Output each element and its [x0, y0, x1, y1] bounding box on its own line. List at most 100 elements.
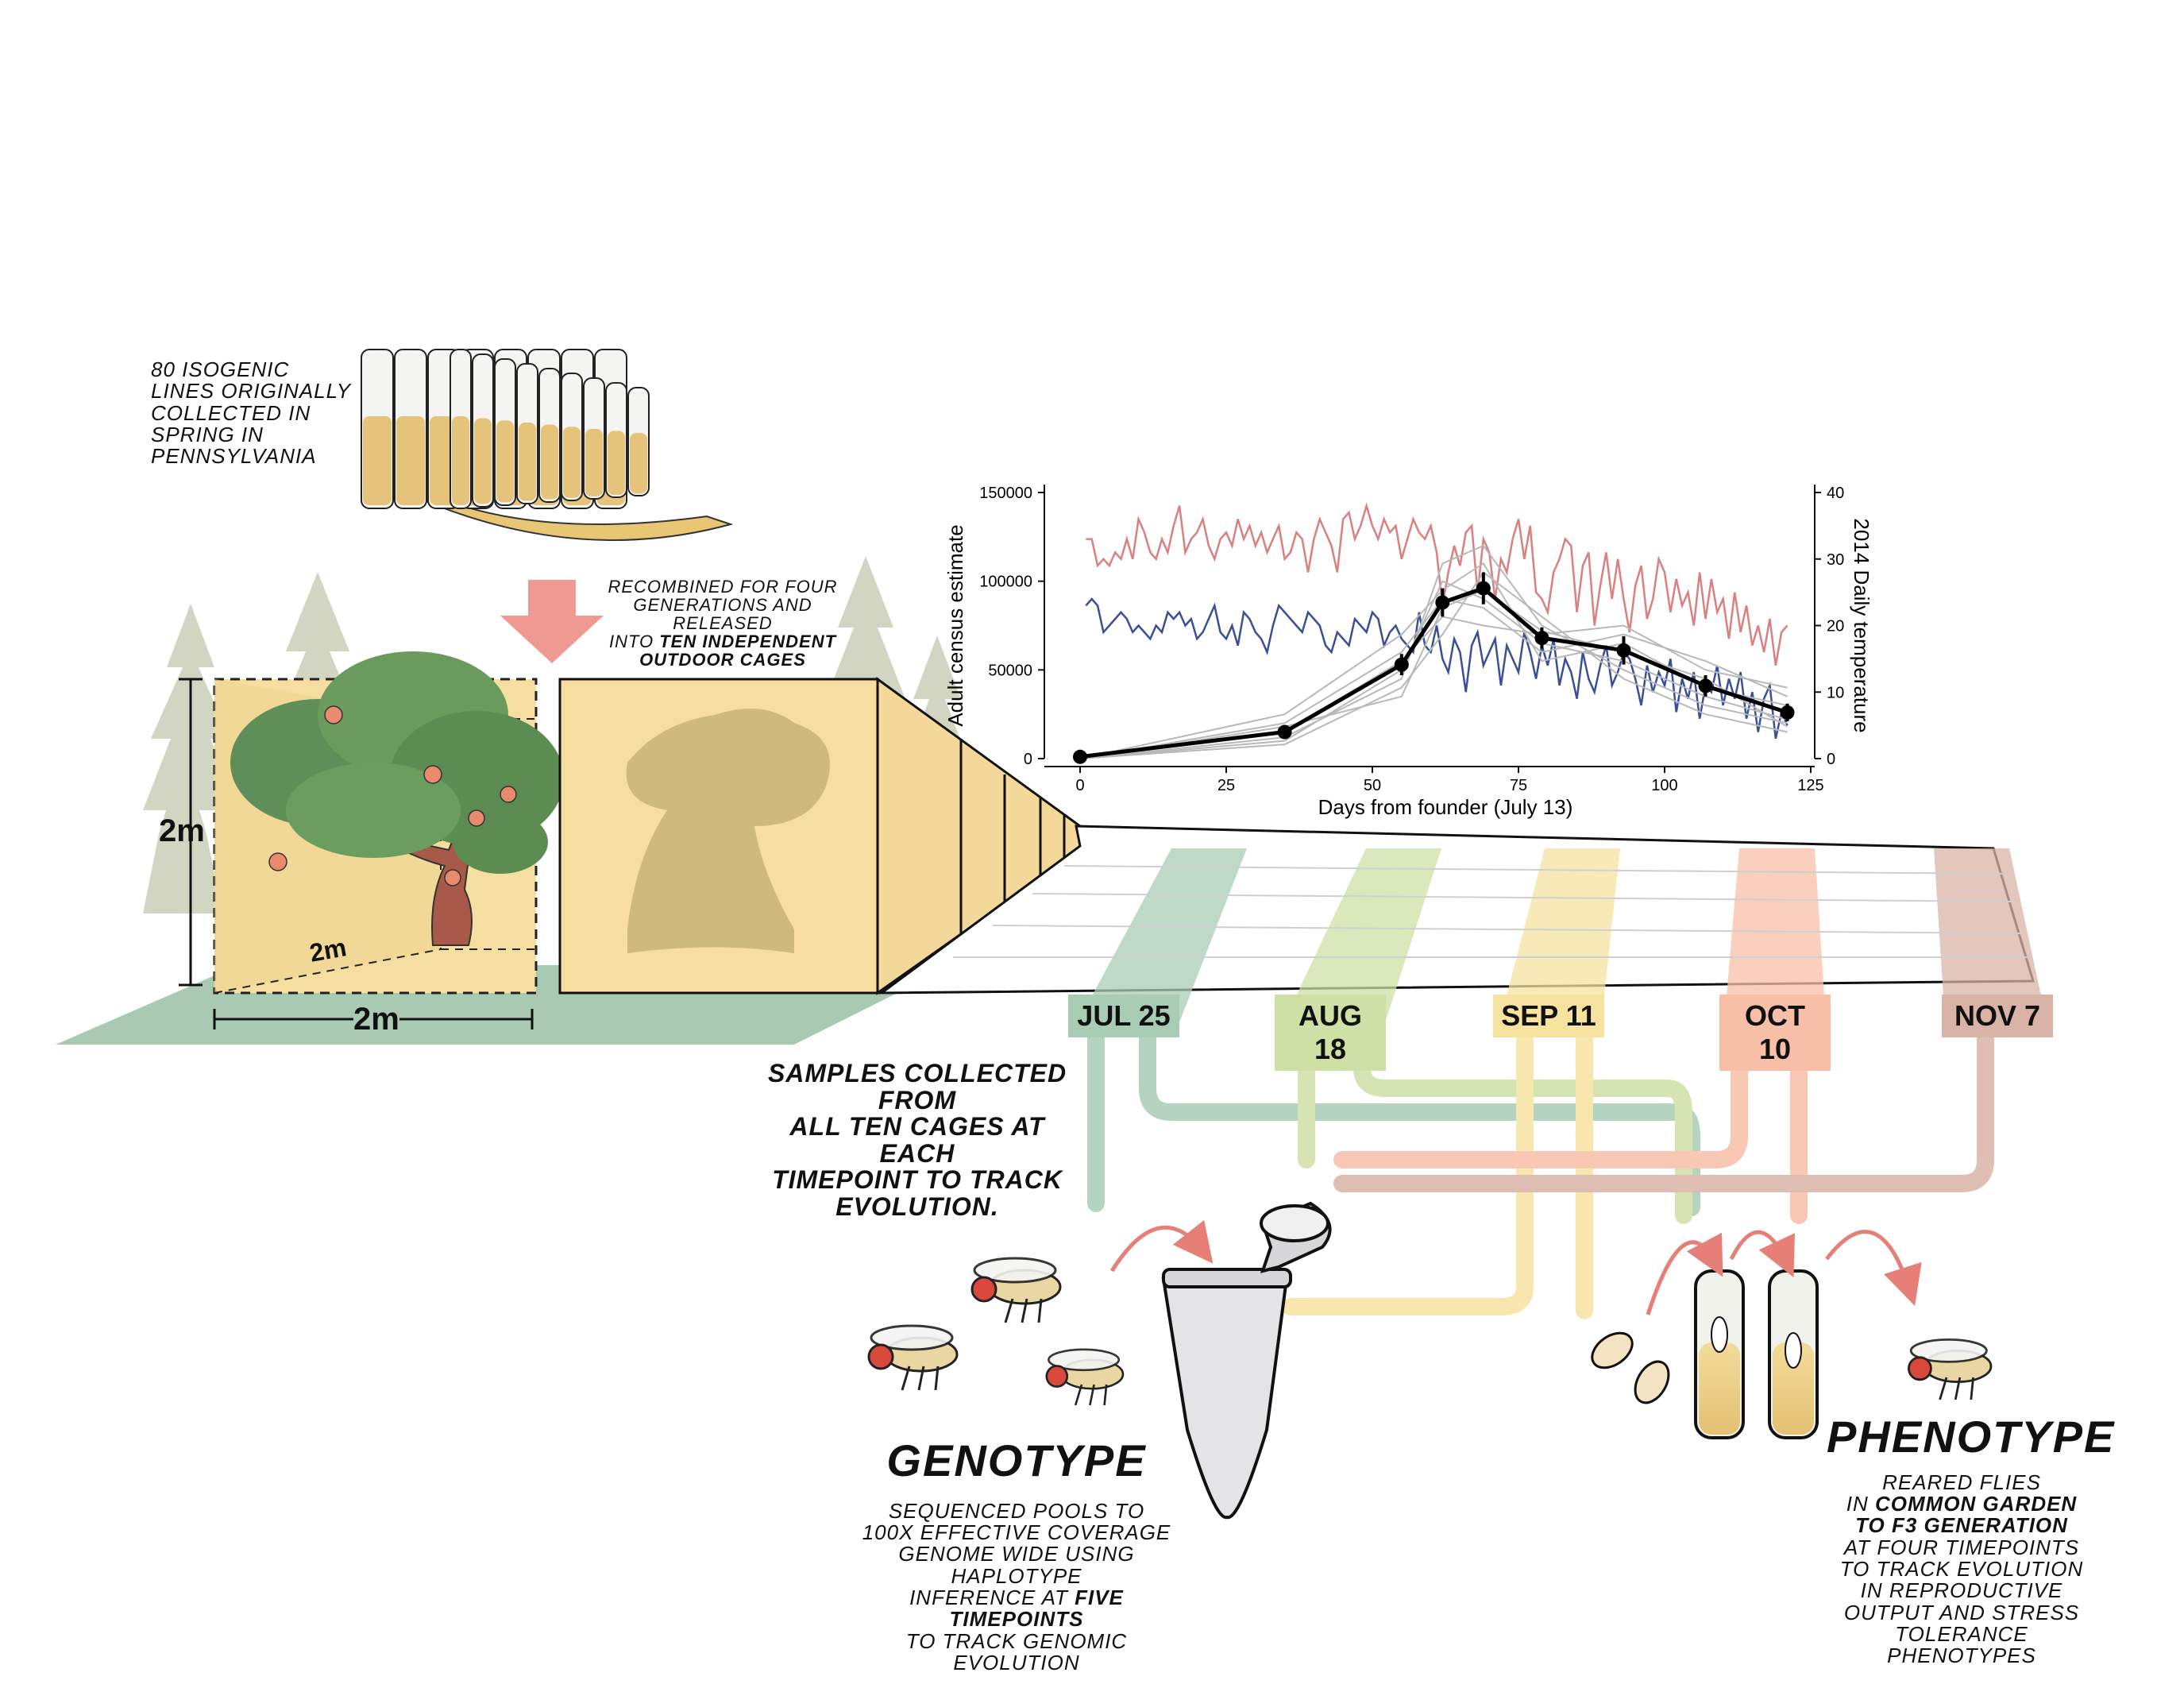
release-arrow	[500, 580, 604, 663]
vial-food	[496, 420, 514, 503]
microcentrifuge-tube-icon	[1161, 1201, 1332, 1520]
fly-group-icon	[867, 1257, 1125, 1406]
x-tick-label: 75	[1510, 777, 1527, 794]
x-tick-label: 50	[1364, 777, 1381, 794]
recombined-bold: ten independent	[659, 632, 837, 652]
genotype-bold: five timepoints	[949, 1585, 1124, 1632]
timepoint-label: AUG 18	[1275, 995, 1386, 1071]
genotype-line: 100x effective coverage	[862, 1520, 1171, 1545]
vial-food	[396, 416, 425, 505]
y2-tick-label: 10	[1827, 684, 1844, 701]
y-tick-label: 100000	[979, 574, 1032, 591]
cage-with-tree	[213, 651, 564, 995]
vial-food	[608, 431, 625, 496]
recombined-line: Recombined for four	[608, 577, 838, 597]
source-note-line: 80 isogenic	[151, 357, 290, 381]
timepoint-label: OCT 10	[1719, 995, 1831, 1071]
y2-tick-label: 30	[1827, 551, 1844, 569]
cage-width-label: 2m	[353, 1002, 399, 1037]
phenotype-line: Reared flies	[1882, 1470, 2041, 1494]
genotype-line: to track genomic	[905, 1628, 1128, 1653]
fruit-fly-icon	[1908, 1338, 1993, 1400]
vial-food	[474, 418, 492, 504]
cage-census-line	[1079, 544, 1788, 759]
recombined-note: Recombined for four generations and rele…	[592, 577, 854, 670]
timepoint-label: SEP 11	[1493, 995, 1604, 1037]
source-note-line: spring in	[151, 422, 264, 446]
genotype-title: Genotype	[886, 1435, 1147, 1485]
cage-census-line	[1079, 597, 1788, 759]
recombined-line: into ten independent	[592, 632, 854, 651]
cage-census-line	[1079, 562, 1788, 759]
y-tick-label: 0	[1024, 751, 1032, 768]
mean-point	[1616, 643, 1631, 658]
genotype-line: inference at five timepoints	[850, 1585, 1183, 1632]
timepoint-band	[1279, 848, 1441, 1033]
mean-point	[1277, 724, 1292, 740]
timepoint-band	[1934, 848, 2049, 1033]
mean-point	[1073, 749, 1087, 764]
samples-line: all ten cages at each	[789, 1112, 1045, 1168]
eggs-icon	[1591, 1331, 1670, 1404]
genotype-prefix: inference at	[909, 1585, 1068, 1609]
vial-food	[563, 427, 581, 498]
timepoint-band	[1497, 848, 1620, 1033]
timeline-grid	[878, 825, 2049, 1033]
phenotype-block: Phenotype Reared flies in common garden …	[1827, 1412, 2116, 1668]
samples-note: Samples collected from all ten cages at …	[758, 1060, 1076, 1221]
genotype-line: evolution	[953, 1650, 1080, 1674]
fruit-fly-icon	[1045, 1348, 1125, 1406]
phenotype-bold: common garden	[1875, 1492, 2078, 1516]
phenotype-prefix: in	[1846, 1492, 1869, 1516]
vial-food	[630, 433, 647, 494]
source-note-line: lines originally	[151, 379, 352, 404]
timepoint-label: NOV 7	[1942, 995, 2053, 1037]
phenotype-line: to track evolution	[1839, 1556, 2084, 1581]
cage-census-line	[1079, 580, 1788, 759]
vial-food	[541, 424, 558, 500]
max-temp-line	[1086, 502, 1788, 666]
source-note-line: Pennsylvania	[151, 444, 317, 469]
x-tick-label: 0	[1075, 777, 1084, 794]
y2-tick-label: 40	[1827, 485, 1844, 502]
samples-line: timepoint to track	[772, 1165, 1063, 1195]
genotype-line: genome wide using haplotype	[898, 1542, 1135, 1588]
mean-census-line	[1079, 585, 1788, 759]
phenotype-title: Phenotype	[1827, 1412, 2116, 1462]
mean-point	[1435, 595, 1450, 610]
mean-point	[1780, 705, 1795, 720]
vial-food	[519, 422, 536, 501]
y-tick-label: 150000	[979, 485, 1032, 502]
timepoint-band	[1723, 848, 1827, 1033]
orange-tree-icon	[230, 651, 564, 946]
vial-food	[363, 416, 392, 505]
timepoint-label: JUL 25	[1068, 995, 1179, 1037]
x-tick-label: 25	[1217, 777, 1235, 794]
isogenic-vial-tray	[361, 349, 734, 541]
x-tick-label: 125	[1797, 777, 1823, 794]
source-note: 80 isogenic lines originally collected i…	[151, 357, 357, 469]
fruit-fly-icon	[970, 1257, 1062, 1323]
x-tick-label: 100	[1651, 777, 1677, 794]
genotype-line: Sequenced pools to	[888, 1498, 1145, 1523]
x-axis-label: Days from founder (July 13)	[1318, 795, 1573, 819]
recombined-bold: outdoor cages	[639, 650, 806, 670]
mean-point	[1394, 657, 1409, 672]
vial-food	[452, 416, 469, 505]
phenotype-line: tolerance phenotypes	[1887, 1621, 2036, 1668]
recombined-line: outdoor cages	[592, 651, 854, 669]
mean-point	[1698, 678, 1713, 693]
phenotype-line: in common garden	[1827, 1493, 2097, 1515]
source-note-line: collected in	[151, 400, 311, 425]
recombined-prefix: into	[608, 632, 654, 652]
phenotype-line: output and stress	[1843, 1600, 2080, 1624]
phenotype-line: at four timepoints	[1843, 1535, 2080, 1559]
y2-tick-label: 0	[1827, 751, 1835, 768]
genotype-block: Genotype Sequenced pools to 100x effecti…	[850, 1435, 1183, 1674]
samples-line: evolution.	[835, 1192, 999, 1221]
phenotype-bold: to F3 generation	[1855, 1513, 2068, 1538]
min-temp-line	[1085, 597, 1788, 740]
vial-food	[585, 428, 603, 496]
recombined-line: generations and released	[633, 595, 812, 634]
cage-row	[558, 677, 1082, 995]
